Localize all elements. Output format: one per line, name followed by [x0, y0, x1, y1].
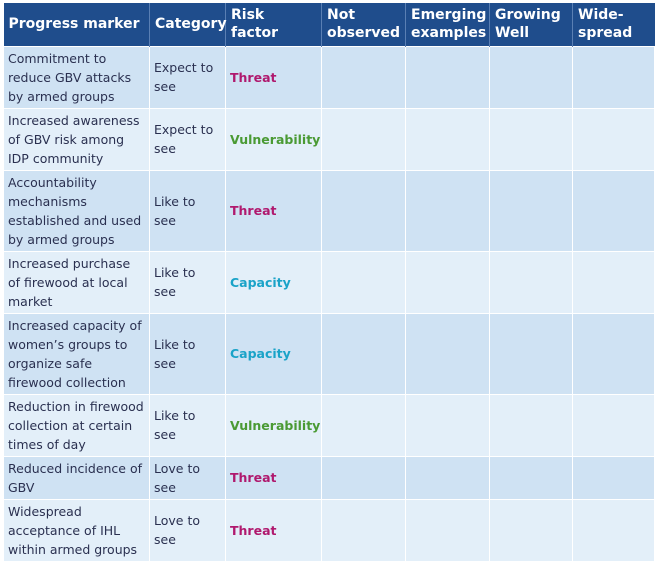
risk-factor-cell: Threat [225, 455, 322, 500]
emerging-examples-cell[interactable] [405, 107, 490, 171]
category-cell: Like to see [149, 312, 226, 395]
table-row: Increased capacity of women’s groups to … [3, 312, 655, 395]
growing-well-cell[interactable] [489, 250, 573, 314]
category-cell: Expect to see [149, 107, 226, 171]
emerging-examples-cell[interactable] [405, 498, 490, 562]
table-row: Accountability mechanisms established an… [3, 169, 655, 252]
progress-marker-cell: Reduction in firewood collection at cert… [3, 393, 150, 457]
widespread-cell[interactable] [572, 498, 655, 562]
not-observed-cell[interactable] [321, 107, 406, 171]
emerging-examples-cell[interactable] [405, 45, 490, 109]
risk-factor-cell: Capacity [225, 250, 322, 314]
not-observed-cell[interactable] [321, 250, 406, 314]
header-growing-well: Growing Well [489, 3, 573, 46]
widespread-cell[interactable] [572, 393, 655, 457]
progress-marker-cell: Widespread acceptance of IHL within arme… [3, 498, 150, 562]
progress-marker-cell: Increased capacity of women’s groups to … [3, 312, 150, 395]
progress-marker-cell: Accountability mechanisms established an… [3, 169, 150, 252]
widespread-cell[interactable] [572, 455, 655, 500]
table-row: Increased awareness of GBV risk among ID… [3, 107, 655, 171]
risk-factor-cell: Threat [225, 45, 322, 109]
risk-factor-cell: Capacity [225, 312, 322, 395]
progress-marker-cell: Commitment to reduce GBV attacks by arme… [3, 45, 150, 109]
progress-marker-table: Progress marker Category Risk factor Not… [3, 3, 655, 562]
header-category: Category [149, 3, 227, 46]
growing-well-cell[interactable] [489, 455, 573, 500]
category-cell: Like to see [149, 250, 226, 314]
widespread-cell[interactable] [572, 45, 655, 109]
not-observed-cell[interactable] [321, 393, 406, 457]
table-row: Reduced incidence of GBV Love to see Thr… [3, 455, 655, 500]
widespread-cell[interactable] [572, 169, 655, 252]
widespread-cell[interactable] [572, 107, 655, 171]
category-cell: Expect to see [149, 45, 226, 109]
emerging-examples-cell[interactable] [405, 250, 490, 314]
progress-marker-cell: Increased purchase of firewood at local … [3, 250, 150, 314]
category-cell: Like to see [149, 169, 226, 252]
not-observed-cell[interactable] [321, 498, 406, 562]
category-cell: Love to see [149, 455, 226, 500]
table-row: Reduction in firewood collection at cert… [3, 393, 655, 457]
table-body: Commitment to reduce GBV attacks by arme… [3, 45, 655, 562]
risk-factor-cell: Threat [225, 498, 322, 562]
emerging-examples-cell[interactable] [405, 393, 490, 457]
growing-well-cell[interactable] [489, 107, 573, 171]
progress-marker-cell: Reduced incidence of GBV [3, 455, 150, 500]
table-row: Widespread acceptance of IHL within arme… [3, 498, 655, 562]
header-emerging-examples: Emerging examples [405, 3, 490, 46]
growing-well-cell[interactable] [489, 45, 573, 109]
header-progress-marker: Progress marker [3, 3, 150, 46]
growing-well-cell[interactable] [489, 169, 573, 252]
risk-factor-cell: Vulnerability [225, 393, 322, 457]
not-observed-cell[interactable] [321, 312, 406, 395]
category-cell: Love to see [149, 498, 226, 562]
growing-well-cell[interactable] [489, 312, 573, 395]
category-cell: Like to see [149, 393, 226, 457]
not-observed-cell[interactable] [321, 45, 406, 109]
widespread-cell[interactable] [572, 312, 655, 395]
header-risk-factor: Risk factor [225, 3, 322, 46]
header-widespread: Wide-spread [572, 3, 655, 46]
table-row: Commitment to reduce GBV attacks by arme… [3, 45, 655, 109]
emerging-examples-cell[interactable] [405, 455, 490, 500]
emerging-examples-cell[interactable] [405, 312, 490, 395]
table-header: Progress marker Category Risk factor Not… [3, 3, 655, 46]
not-observed-cell[interactable] [321, 169, 406, 252]
growing-well-cell[interactable] [489, 498, 573, 562]
progress-marker-cell: Increased awareness of GBV risk among ID… [3, 107, 150, 171]
emerging-examples-cell[interactable] [405, 169, 490, 252]
widespread-cell[interactable] [572, 250, 655, 314]
risk-factor-cell: Threat [225, 169, 322, 252]
growing-well-cell[interactable] [489, 393, 573, 457]
risk-factor-cell: Vulnerability [225, 107, 322, 171]
table-row: Increased purchase of firewood at local … [3, 250, 655, 314]
header-not-observed: Not observed [321, 3, 406, 46]
not-observed-cell[interactable] [321, 455, 406, 500]
